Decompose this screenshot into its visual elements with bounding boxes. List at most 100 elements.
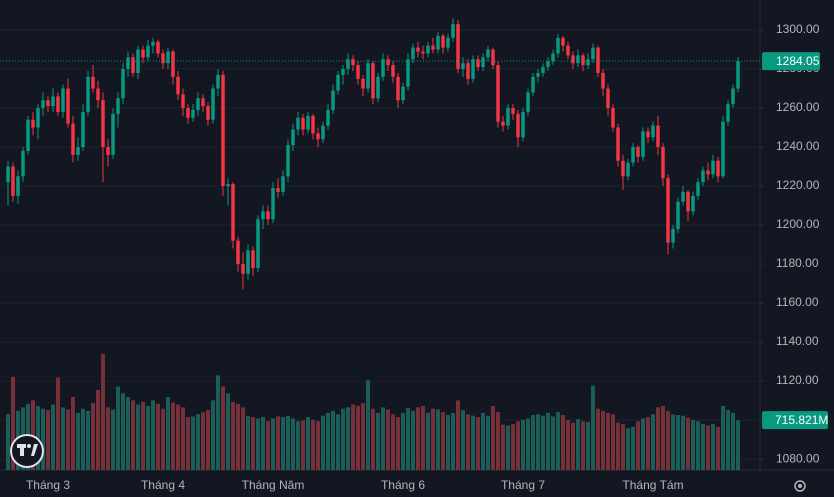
candle-body <box>496 65 500 122</box>
volume-bar <box>621 424 625 470</box>
candle-body <box>641 131 645 157</box>
candle-body <box>666 178 670 243</box>
volume-bar <box>241 407 245 470</box>
volume-bar <box>226 393 230 470</box>
volume-bar <box>46 410 50 470</box>
volume-bar <box>671 414 675 470</box>
volume-bar <box>236 403 240 470</box>
candle-body <box>471 59 475 79</box>
volume-bar <box>171 402 175 470</box>
volume-bar <box>261 417 265 470</box>
candle-body <box>86 76 90 112</box>
candle-body <box>446 37 450 48</box>
candle-body <box>531 76 535 93</box>
volume-bar <box>341 408 345 470</box>
candle-body <box>101 100 105 148</box>
candle-body <box>196 98 200 110</box>
volume-bar <box>471 415 475 470</box>
candle-body <box>146 45 150 58</box>
volume-bar <box>526 418 530 470</box>
volume-bar <box>321 415 325 470</box>
x-tick-label: Tháng 3 <box>26 478 70 492</box>
candle-body <box>416 47 420 52</box>
candle-body <box>681 191 685 202</box>
candle-body <box>301 117 305 130</box>
candle-body <box>16 176 20 196</box>
axes: 1080.001100.001120.001140.001160.001180.… <box>0 22 828 492</box>
volume-bar <box>566 419 570 470</box>
settings-icon[interactable] <box>794 480 806 492</box>
volume-bar <box>696 421 700 470</box>
volume-bar <box>496 412 500 470</box>
volume-bar <box>346 407 350 470</box>
candle-body <box>36 108 40 128</box>
candle-body <box>96 88 100 101</box>
candle-body <box>291 129 295 146</box>
volume-bar <box>556 412 560 470</box>
candle-body <box>331 90 335 110</box>
x-tick-label: Tháng 4 <box>141 478 185 492</box>
x-tick-label: Tháng 7 <box>501 478 545 492</box>
candle-body <box>591 47 595 60</box>
volume-bar <box>381 407 385 470</box>
volume-bar <box>591 385 595 470</box>
volume-bar <box>446 414 450 470</box>
candle-body <box>671 228 675 243</box>
volume-bar <box>126 396 130 470</box>
volume-bar <box>396 417 400 470</box>
candle-body <box>316 133 320 140</box>
candle-body <box>576 55 580 64</box>
candle-body <box>226 184 230 187</box>
volume-bar <box>176 404 180 470</box>
candle-body <box>636 147 640 157</box>
candle-body <box>596 47 600 73</box>
volume-bar <box>151 400 155 470</box>
candle-body <box>21 150 25 177</box>
x-tick-label: Tháng Năm <box>242 478 305 492</box>
candle-body <box>536 72 540 77</box>
candle-body <box>281 176 285 192</box>
candle-body <box>161 53 165 64</box>
candle-body <box>296 117 300 130</box>
candle-body <box>556 37 560 54</box>
candle-body <box>426 45 430 54</box>
candle-body <box>166 51 170 64</box>
volume-bar <box>101 353 105 470</box>
volume-bar <box>256 418 260 470</box>
volume-bar <box>331 410 335 470</box>
candle-body <box>516 113 520 138</box>
volume-bar <box>636 421 640 470</box>
candle-body <box>46 100 50 107</box>
candle-body <box>126 57 130 70</box>
volume-bar <box>316 421 320 470</box>
volume-bar <box>121 393 125 470</box>
candle-body <box>111 113 115 155</box>
volume-bar <box>201 412 205 470</box>
candle-body <box>216 74 220 89</box>
candle-body <box>601 72 605 89</box>
candle-body <box>61 88 65 112</box>
volume-bar <box>646 417 650 470</box>
volume-bar <box>536 414 540 470</box>
candle-body <box>121 69 125 99</box>
volume-bar <box>586 421 590 470</box>
candle-body <box>356 65 360 79</box>
y-tick-label: 1260.00 <box>776 100 820 114</box>
candle-body <box>326 109 330 126</box>
volume-bar <box>211 400 215 470</box>
volume-bar <box>311 419 315 470</box>
volume-bar <box>366 380 370 470</box>
candle-body <box>176 76 180 95</box>
volume-bar <box>281 417 285 470</box>
volume-bar <box>521 419 525 470</box>
x-tick-label: Tháng Tám <box>622 478 683 492</box>
volume-bar <box>436 409 440 470</box>
candle-body <box>711 160 715 175</box>
candle-body <box>451 24 455 38</box>
candle-body <box>716 160 720 177</box>
volume-bar <box>511 424 515 470</box>
volume-bar <box>156 403 160 470</box>
volume-pane <box>6 353 740 470</box>
volume-bar <box>661 405 665 470</box>
